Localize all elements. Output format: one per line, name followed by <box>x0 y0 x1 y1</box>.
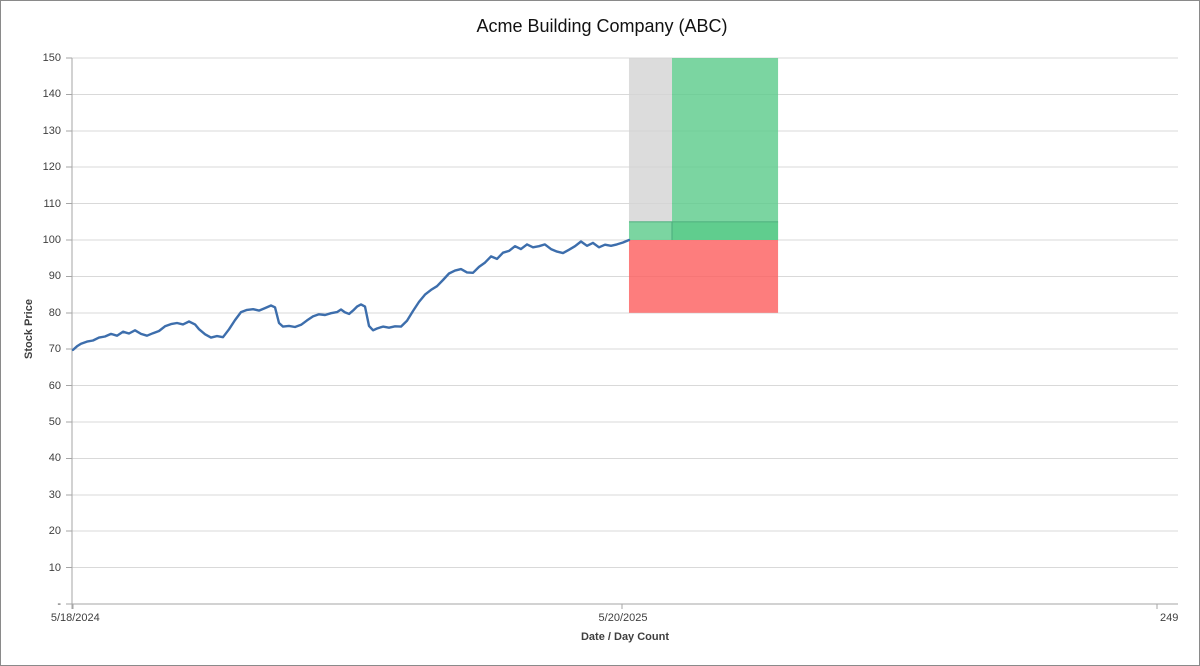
y-tick-label: 60 <box>48 379 61 392</box>
y-tick-label: 10 <box>48 561 61 574</box>
y-tick-label: 50 <box>48 416 61 428</box>
y-tick-label: 100 <box>42 234 61 246</box>
region-gray-upper-near-zone <box>628 58 673 222</box>
x-tick-label: 5/20/2025 <box>598 612 648 624</box>
x-tick-label: 5/18/2024 <box>50 612 100 624</box>
y-tick-label: 40 <box>48 452 61 465</box>
y-tick-label: 150 <box>42 52 61 64</box>
y-tick-label: 110 <box>43 197 61 210</box>
region-red-loss-zone <box>628 240 779 313</box>
y-tick-label: 140 <box>42 88 61 101</box>
region-green-gain-zone <box>672 58 779 240</box>
y-tick-label: 130 <box>42 124 61 137</box>
y-tick-label: 80 <box>48 306 61 319</box>
y-tick-label: 70 <box>48 343 61 356</box>
y-tick-label: 120 <box>42 161 61 174</box>
chart-title: Acme Building Company (ABC) <box>476 16 728 36</box>
x-axis-title: Date / Day Count <box>580 631 669 643</box>
x-tick-label: 249 <box>1159 612 1179 624</box>
y-tick-label: 90 <box>48 270 61 283</box>
price-line-series <box>71 238 631 352</box>
y-tick-label: 30 <box>48 488 61 501</box>
y-tick-label: - <box>57 598 61 610</box>
y-tick-label: 20 <box>48 525 61 538</box>
